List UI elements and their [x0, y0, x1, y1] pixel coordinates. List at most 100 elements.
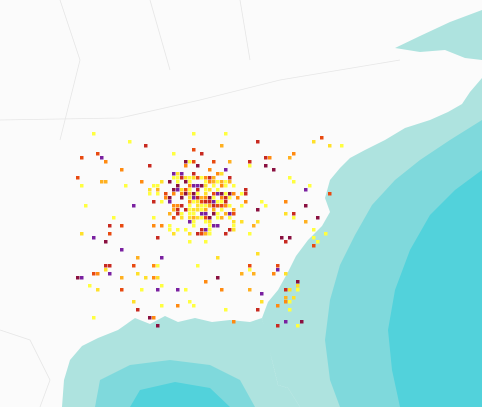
cell: [312, 244, 316, 248]
cell: [316, 240, 320, 244]
cell: [180, 204, 184, 208]
cell: [196, 232, 200, 236]
cell: [216, 200, 220, 204]
cell: [172, 208, 176, 212]
cell: [192, 220, 196, 224]
cell: [328, 192, 332, 196]
cell: [148, 188, 152, 192]
cell: [252, 224, 256, 228]
cell: [96, 152, 100, 156]
cell: [224, 232, 228, 236]
cell: [284, 320, 288, 324]
cell: [184, 228, 188, 232]
cell: [228, 216, 232, 220]
cell: [180, 192, 184, 196]
cell: [304, 220, 308, 224]
cell: [180, 188, 184, 192]
cell: [192, 216, 196, 220]
cell: [152, 200, 156, 204]
cell: [104, 160, 108, 164]
cell: [152, 276, 156, 280]
cell: [192, 212, 196, 216]
cell: [188, 192, 192, 196]
cell: [200, 208, 204, 212]
cell: [208, 180, 212, 184]
cell: [192, 176, 196, 180]
cell: [256, 140, 260, 144]
cell: [184, 176, 188, 180]
cell: [184, 164, 188, 168]
cell: [136, 308, 140, 312]
cell: [204, 192, 208, 196]
cell: [104, 240, 108, 244]
cell: [184, 192, 188, 196]
cell: [176, 212, 180, 216]
cell: [224, 192, 228, 196]
cell: [160, 284, 164, 288]
cell: [136, 256, 140, 260]
cell: [192, 200, 196, 204]
cell: [184, 208, 188, 212]
cell: [224, 200, 228, 204]
cell: [192, 304, 196, 308]
cell: [264, 164, 268, 168]
cell: [120, 224, 124, 228]
cell: [200, 204, 204, 208]
cell: [328, 144, 332, 148]
cell: [92, 272, 96, 276]
cell: [292, 296, 296, 300]
cell: [208, 204, 212, 208]
cell: [256, 252, 260, 256]
cell: [196, 188, 200, 192]
cell: [220, 144, 224, 148]
cell: [200, 152, 204, 156]
cell: [188, 212, 192, 216]
cell: [120, 276, 124, 280]
cell: [244, 200, 248, 204]
cell: [152, 264, 156, 268]
cell: [204, 280, 208, 284]
cell: [156, 276, 160, 280]
cell: [276, 324, 280, 328]
cell: [172, 216, 176, 220]
cell: [208, 228, 212, 232]
cell: [212, 180, 216, 184]
cell: [216, 276, 220, 280]
cell: [196, 200, 200, 204]
cell: [212, 160, 216, 164]
cell: [316, 216, 320, 220]
cell: [204, 220, 208, 224]
cell: [288, 156, 292, 160]
cell: [168, 200, 172, 204]
cell: [220, 204, 224, 208]
cell: [320, 136, 324, 140]
cell: [208, 216, 212, 220]
cell: [132, 204, 136, 208]
cell: [240, 192, 244, 196]
ocean-deepest: [388, 170, 482, 407]
cell: [180, 212, 184, 216]
cell: [204, 184, 208, 188]
cell: [160, 304, 164, 308]
cell: [232, 220, 236, 224]
cell: [292, 212, 296, 216]
cell: [224, 196, 228, 200]
cell: [216, 224, 220, 228]
cell: [200, 228, 204, 232]
cell: [80, 184, 84, 188]
cell: [196, 164, 200, 168]
cell: [180, 216, 184, 220]
cell: [176, 204, 180, 208]
cell: [188, 216, 192, 220]
cell: [104, 264, 108, 268]
cell: [172, 188, 176, 192]
cell: [188, 300, 192, 304]
cell: [208, 188, 212, 192]
cell: [296, 280, 300, 284]
cell: [188, 176, 192, 180]
cell: [252, 272, 256, 276]
cell: [92, 132, 96, 136]
cell: [220, 184, 224, 188]
cell: [204, 212, 208, 216]
